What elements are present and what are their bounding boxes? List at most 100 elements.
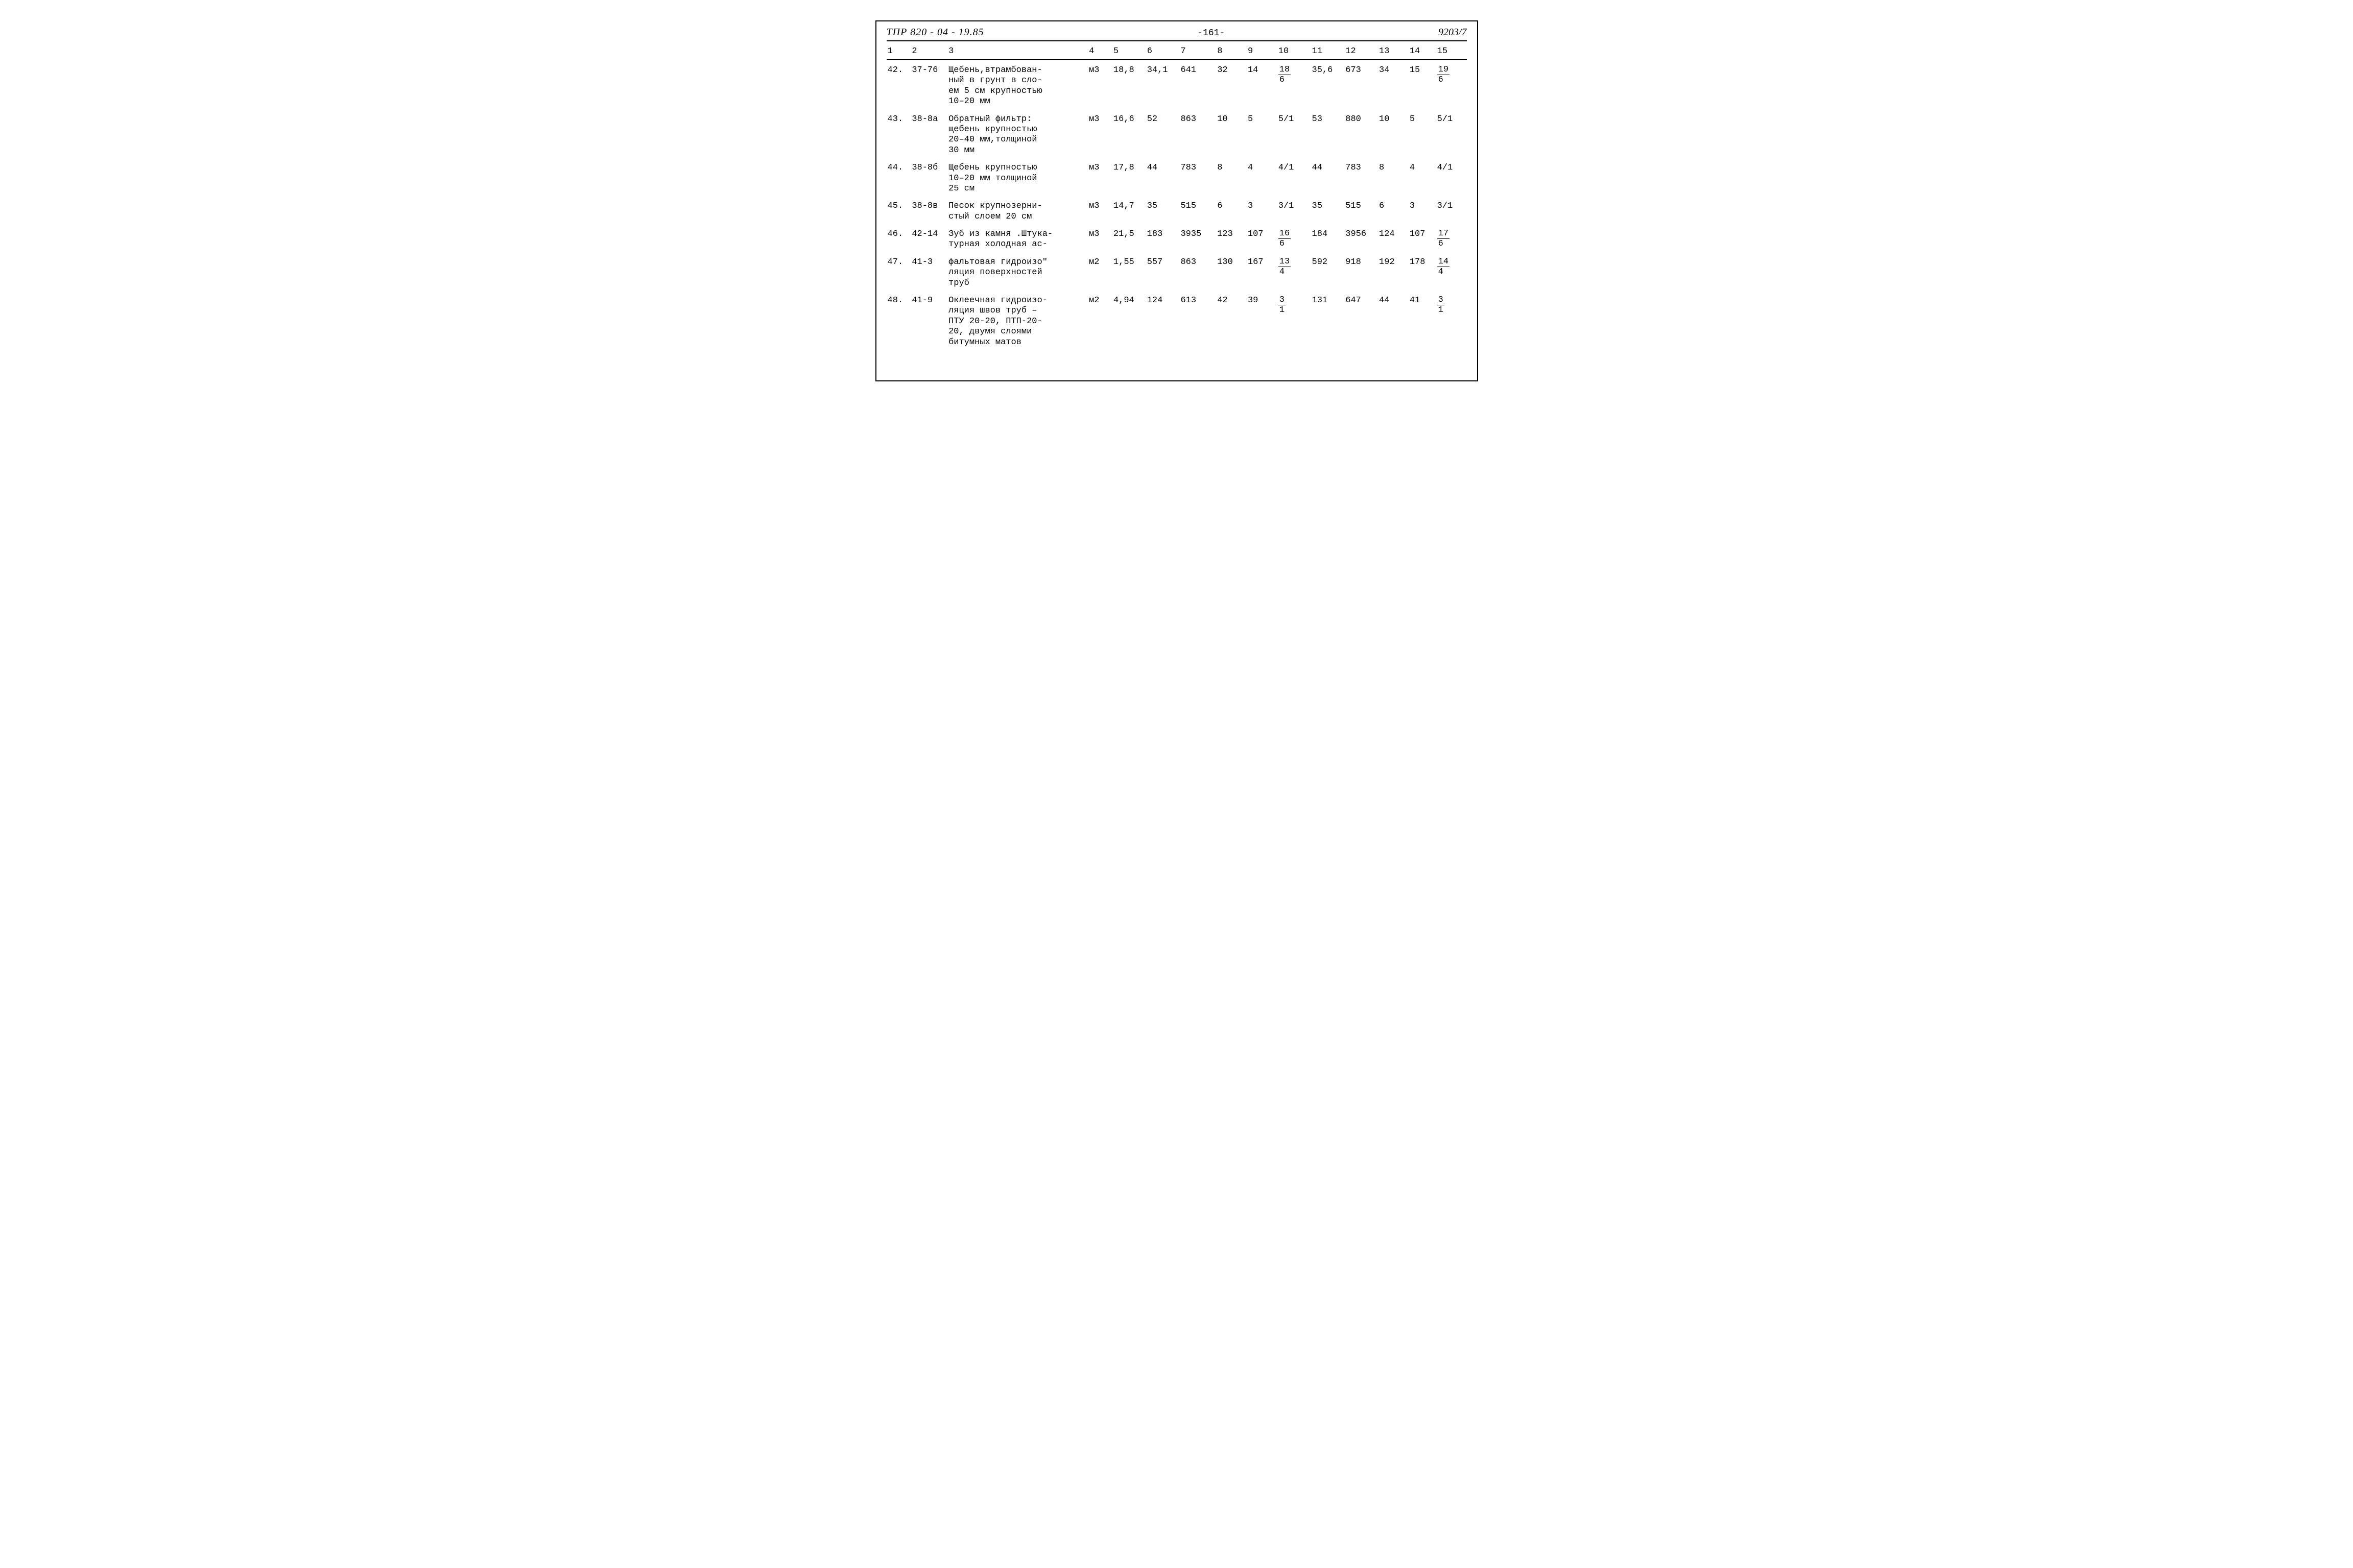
table-cell: 21,5 — [1112, 224, 1146, 252]
fraction-numerator: 16 — [1278, 229, 1291, 239]
table-cell: 783 — [1179, 158, 1216, 196]
table-cell: 39 — [1247, 291, 1277, 350]
fraction: 31 — [1437, 296, 1444, 315]
data-table: 1 2 3 4 5 6 7 8 9 10 11 12 13 14 15 42.3… — [887, 44, 1467, 350]
table-cell: 6 — [1216, 196, 1247, 224]
table-cell: 18,8 — [1112, 60, 1146, 109]
table-cell: 196 — [1436, 60, 1467, 109]
table-cell: 43. — [887, 109, 911, 158]
table-row: 44.38-8бЩебень крупностью 10–20 мм толщи… — [887, 158, 1467, 196]
table-cell: м3 — [1088, 60, 1112, 109]
document-code: ТПР 820 - 04 - 19.85 — [887, 27, 984, 38]
table-cell: 14 — [1247, 60, 1277, 109]
table-cell: 186 — [1277, 60, 1311, 109]
table-cell: 32 — [1216, 60, 1247, 109]
table-cell: 5 — [1409, 109, 1436, 158]
table-cell: 178 — [1409, 252, 1436, 291]
table-cell: 8 — [1216, 158, 1247, 196]
fraction-denominator: 4 — [1437, 267, 1449, 276]
table-cell: 107 — [1409, 224, 1436, 252]
col-header: 7 — [1179, 44, 1216, 60]
table-cell: Оклеечная гидроизо- ляция швов труб – ПТ… — [947, 291, 1088, 350]
col-header: 4 — [1088, 44, 1112, 60]
table-cell: 3/1 — [1436, 196, 1467, 224]
table-cell: 166 — [1277, 224, 1311, 252]
table-row: 42.37-76Щебень,втрамбован- ный в грунт в… — [887, 60, 1467, 109]
fraction: 186 — [1278, 65, 1291, 84]
table-cell: 641 — [1179, 60, 1216, 109]
table-cell: 107 — [1247, 224, 1277, 252]
table-cell: 41-9 — [911, 291, 947, 350]
table-cell: 557 — [1146, 252, 1180, 291]
table-cell: 10 — [1216, 109, 1247, 158]
fraction-numerator: 3 — [1437, 296, 1444, 305]
table-cell: 4/1 — [1436, 158, 1467, 196]
table-cell: 4,94 — [1112, 291, 1146, 350]
table-cell: 48. — [887, 291, 911, 350]
table-cell: 123 — [1216, 224, 1247, 252]
table-cell: 44. — [887, 158, 911, 196]
table-cell: 3 — [1409, 196, 1436, 224]
table-cell: 14,7 — [1112, 196, 1146, 224]
fraction-numerator: 3 — [1278, 296, 1286, 305]
table-cell: Песок крупнозерни- стый слоем 20 см — [947, 196, 1088, 224]
table-cell: 35,6 — [1311, 60, 1345, 109]
fraction-numerator: 18 — [1278, 65, 1291, 75]
table-cell: 167 — [1247, 252, 1277, 291]
table-cell: 42. — [887, 60, 911, 109]
table-cell: 45. — [887, 196, 911, 224]
col-header: 12 — [1344, 44, 1378, 60]
table-row: 46.42-14Зуб из камня .Штука- турная холо… — [887, 224, 1467, 252]
table-cell: 863 — [1179, 109, 1216, 158]
table-cell: 8 — [1378, 158, 1409, 196]
table-cell: 41-3 — [911, 252, 947, 291]
col-header: 5 — [1112, 44, 1146, 60]
table-cell: 6 — [1378, 196, 1409, 224]
table-cell: 144 — [1436, 252, 1467, 291]
table-cell: 10 — [1378, 109, 1409, 158]
col-header: 3 — [947, 44, 1088, 60]
table-cell: 31 — [1436, 291, 1467, 350]
table-cell: 783 — [1344, 158, 1378, 196]
table-cell: 134 — [1277, 252, 1311, 291]
table-cell: 5/1 — [1277, 109, 1311, 158]
fraction: 144 — [1437, 257, 1449, 276]
table-cell: 46. — [887, 224, 911, 252]
table-cell: 4 — [1409, 158, 1436, 196]
table-row: 48.41-9Оклеечная гидроизо- ляция швов тр… — [887, 291, 1467, 350]
table-cell: 34 — [1378, 60, 1409, 109]
col-header: 8 — [1216, 44, 1247, 60]
fraction-numerator: 17 — [1437, 229, 1449, 239]
page-frame: ТПР 820 - 04 - 19.85 -161- 9203/7 1 2 3 … — [875, 20, 1478, 381]
table-cell: 124 — [1146, 291, 1180, 350]
table-cell: Обратный фильтр: щебень крупностью 20–40… — [947, 109, 1088, 158]
table-cell: 3935 — [1179, 224, 1216, 252]
table-cell: м3 — [1088, 109, 1112, 158]
table-cell: 5 — [1247, 109, 1277, 158]
table-cell: 880 — [1344, 109, 1378, 158]
table-cell: 647 — [1344, 291, 1378, 350]
table-cell: Щебень крупностью 10–20 мм толщиной 25 с… — [947, 158, 1088, 196]
fraction: 31 — [1278, 296, 1286, 315]
table-cell: 35 — [1146, 196, 1180, 224]
fraction: 196 — [1437, 65, 1449, 84]
table-row: 47.41-3фальтовая гидроизо" ляция поверхн… — [887, 252, 1467, 291]
table-cell: 17,8 — [1112, 158, 1146, 196]
table-header-row: 1 2 3 4 5 6 7 8 9 10 11 12 13 14 15 — [887, 44, 1467, 60]
table-cell: 124 — [1378, 224, 1409, 252]
table-cell: 918 — [1344, 252, 1378, 291]
fraction-denominator: 6 — [1437, 75, 1449, 84]
fraction: 166 — [1278, 229, 1291, 248]
table-cell: м2 — [1088, 291, 1112, 350]
table-cell: Щебень,втрамбован- ный в грунт в сло- ем… — [947, 60, 1088, 109]
table-cell: м3 — [1088, 196, 1112, 224]
table-cell: 41 — [1409, 291, 1436, 350]
table-cell: м3 — [1088, 158, 1112, 196]
table-cell: 42-14 — [911, 224, 947, 252]
table-cell: 52 — [1146, 109, 1180, 158]
fraction-denominator: 6 — [1278, 239, 1291, 248]
table-cell: м2 — [1088, 252, 1112, 291]
table-cell: 44 — [1146, 158, 1180, 196]
table-cell: 38-8в — [911, 196, 947, 224]
col-header: 13 — [1378, 44, 1409, 60]
